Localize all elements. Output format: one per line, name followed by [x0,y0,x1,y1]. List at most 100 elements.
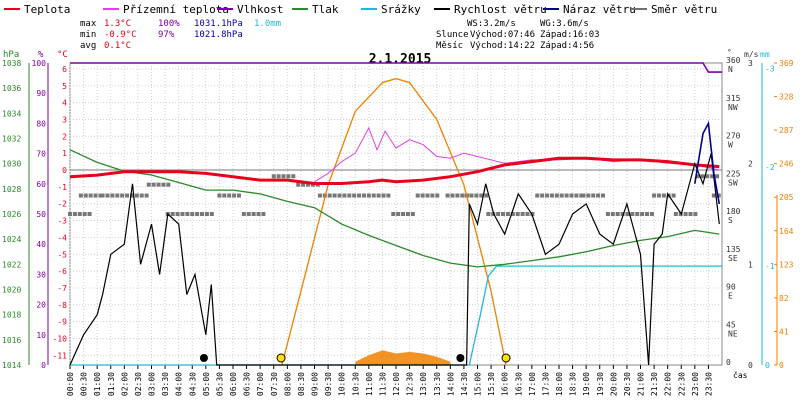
solar-tick-label: 287 [779,126,794,135]
wind-direction-mark [683,212,688,216]
sunset-marker [501,353,511,363]
wind-direction-mark [620,212,625,216]
x-tick-label: 12:30 [406,372,415,396]
wind-direction-mark [496,212,501,216]
wind-direction-mark [146,182,151,187]
wind-direction-mark [630,212,635,216]
x-tick-label: 02:30 [134,372,143,396]
wind-direction-mark [430,193,435,198]
wind-direction-mark [554,193,559,198]
mm-tick-label: -1 [765,262,775,271]
legend: Teplota Přízemní teplota Vlhkost Tlak Srážky… [4,3,717,16]
wind-direction-mark [261,212,266,216]
x-tick-label: 20:30 [623,372,632,396]
wind-direction-mark [82,212,87,216]
degc-tick-label: 0 [62,166,67,175]
degc-tick-label: 3 [62,115,67,124]
wind-direction-mark [134,193,139,198]
dir-name-label: E [728,292,733,301]
legend-label-0: Teplota [24,3,70,16]
ms-tick-label: 0 [748,361,753,370]
wind-direction-mark [405,212,410,216]
pct-tick-label: 10 [36,331,46,340]
mm-tick-label: -2 [765,163,775,172]
degc-tick-label: -6 [57,267,67,276]
pct-tick-label: 70 [36,150,46,159]
hpa-tick-label: 1024 [2,235,21,244]
dir-name-label: S [728,216,733,225]
legend-label-6: Náraz větru [563,3,636,16]
hpa-tick-label: 1036 [2,84,21,93]
wind-direction-mark [688,212,693,216]
pct-tick-label: 0 [41,361,46,370]
wind-direction-mark [581,193,586,198]
pct-tick-label: 50 [36,210,46,219]
hpa-tick-label: 1030 [2,160,21,169]
solar-tick-label: 369 [779,59,794,68]
dir-name-label: SE [728,254,738,263]
x-tick-label: 14:30 [460,372,469,396]
stats-block: max 1.3°C 100% 1031.1hPa 1.0mm min -0.9°C 97% 10… [80,19,600,51]
wind-direction-mark [110,193,115,198]
wind-direction-mark [401,212,406,216]
dir-tick-label: 180 [726,207,741,216]
stat-ws: WS:3.2m/s [467,19,516,29]
dir-name-label: W [728,141,733,150]
wind-direction-mark [610,212,615,216]
wind-direction-mark [93,193,98,198]
wind-direction-mark [296,182,301,187]
x-tick-label: 19:30 [596,372,605,396]
wind-direction-mark [317,193,322,198]
stat-0-4: 1.0mm [254,19,281,29]
solar-tick-label: 82 [779,294,789,303]
degc-tick-label: 1 [62,149,67,158]
wind-direction-mark [586,193,591,198]
time-axis-label: čas [733,370,748,380]
wind-direction-mark [420,193,425,198]
wind-direction-mark [115,193,120,198]
wind-direction-mark [301,182,306,187]
wind-direction-mark [332,193,337,198]
wind-direction-mark [241,212,246,216]
wind-direction-mark [222,193,227,198]
x-tick-label: 05:30 [215,372,224,396]
wind-direction-mark [645,212,650,216]
mm-tick-label: -3 [765,64,775,73]
x-tick-label: 16:30 [514,372,523,396]
wind-direction-mark [77,212,82,216]
solar-tick-label: 0 [779,361,784,370]
wind-direction-mark [435,193,440,198]
degc-tick-label: 2 [62,132,67,141]
wind-direction-mark [705,174,710,179]
x-tick-label: 04:30 [188,372,197,396]
wind-direction-mark [615,212,620,216]
pct-tick-label: 30 [36,270,46,279]
wind-direction-mark [549,193,554,198]
solar-line [281,77,507,366]
stat-sunset: Západ:16:03 [540,30,600,40]
degc-tick-label: 6 [62,65,67,74]
wind-direction-mark [460,193,465,198]
wind-direction-mark [450,193,455,198]
mm-axis-label: mm [760,50,770,59]
wind-direction-mark [161,182,166,187]
x-tick-label: 08:00 [283,372,292,396]
wind-direction-mark [78,193,83,198]
pressure-line [69,149,720,268]
wind-direction-mark [625,212,630,216]
ms-tick-label: 1 [748,260,753,269]
solar-tick-label: 123 [779,260,794,269]
wind-direction-mark [469,193,474,198]
wind-direction-mark [715,174,720,179]
stat-2-0: avg [80,41,96,51]
wind-direction-mark [474,193,479,198]
wind-direction-mark [83,193,88,198]
legend-label-7: Směr větru [651,3,717,16]
wind-direction-mark [327,193,332,198]
x-tick-label: 10:00 [338,372,347,396]
dir-tick-label: 360 [726,56,741,65]
plot-area [68,62,722,366]
moonset-marker [199,354,208,362]
dir-name-label: NW [728,103,738,112]
